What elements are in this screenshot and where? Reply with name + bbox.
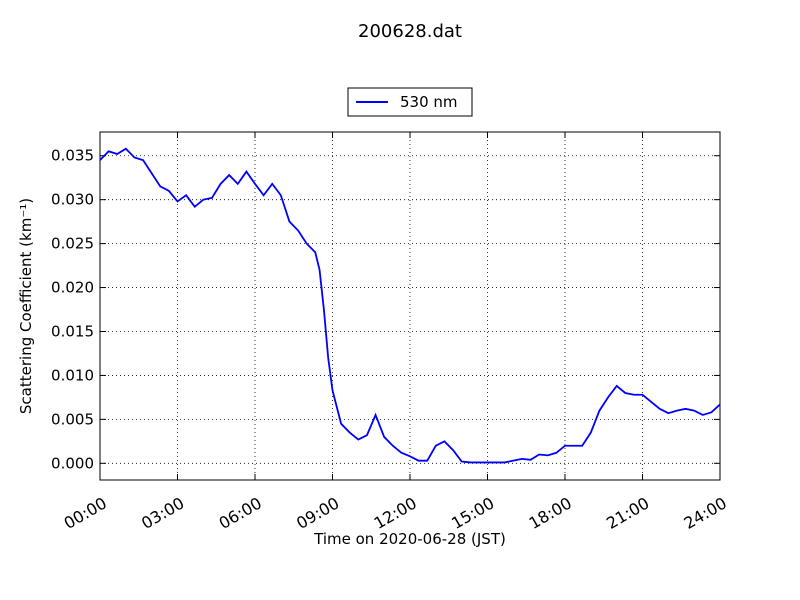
plot-frame [99,131,721,481]
data-line [99,147,721,464]
y-tick-label: 0.025 [51,235,94,253]
y-tick-label: 0.020 [51,279,94,297]
y-tick-label: 0.010 [51,366,94,384]
y-axis-label: Scattering Coefficient (km⁻¹) [17,198,35,414]
y-tick-label: 0.015 [51,322,94,340]
y-tick-label: 0.030 [51,191,94,209]
y-tick-label: 0.005 [51,410,94,428]
y-tick-label: 0.000 [51,454,94,472]
chart-title: 200628.dat [358,21,462,42]
x-axis-label: Time on 2020-06-28 (JST) [313,530,506,548]
legend-label: 530 nm [400,93,458,111]
y-tick-label: 0.035 [51,147,94,165]
